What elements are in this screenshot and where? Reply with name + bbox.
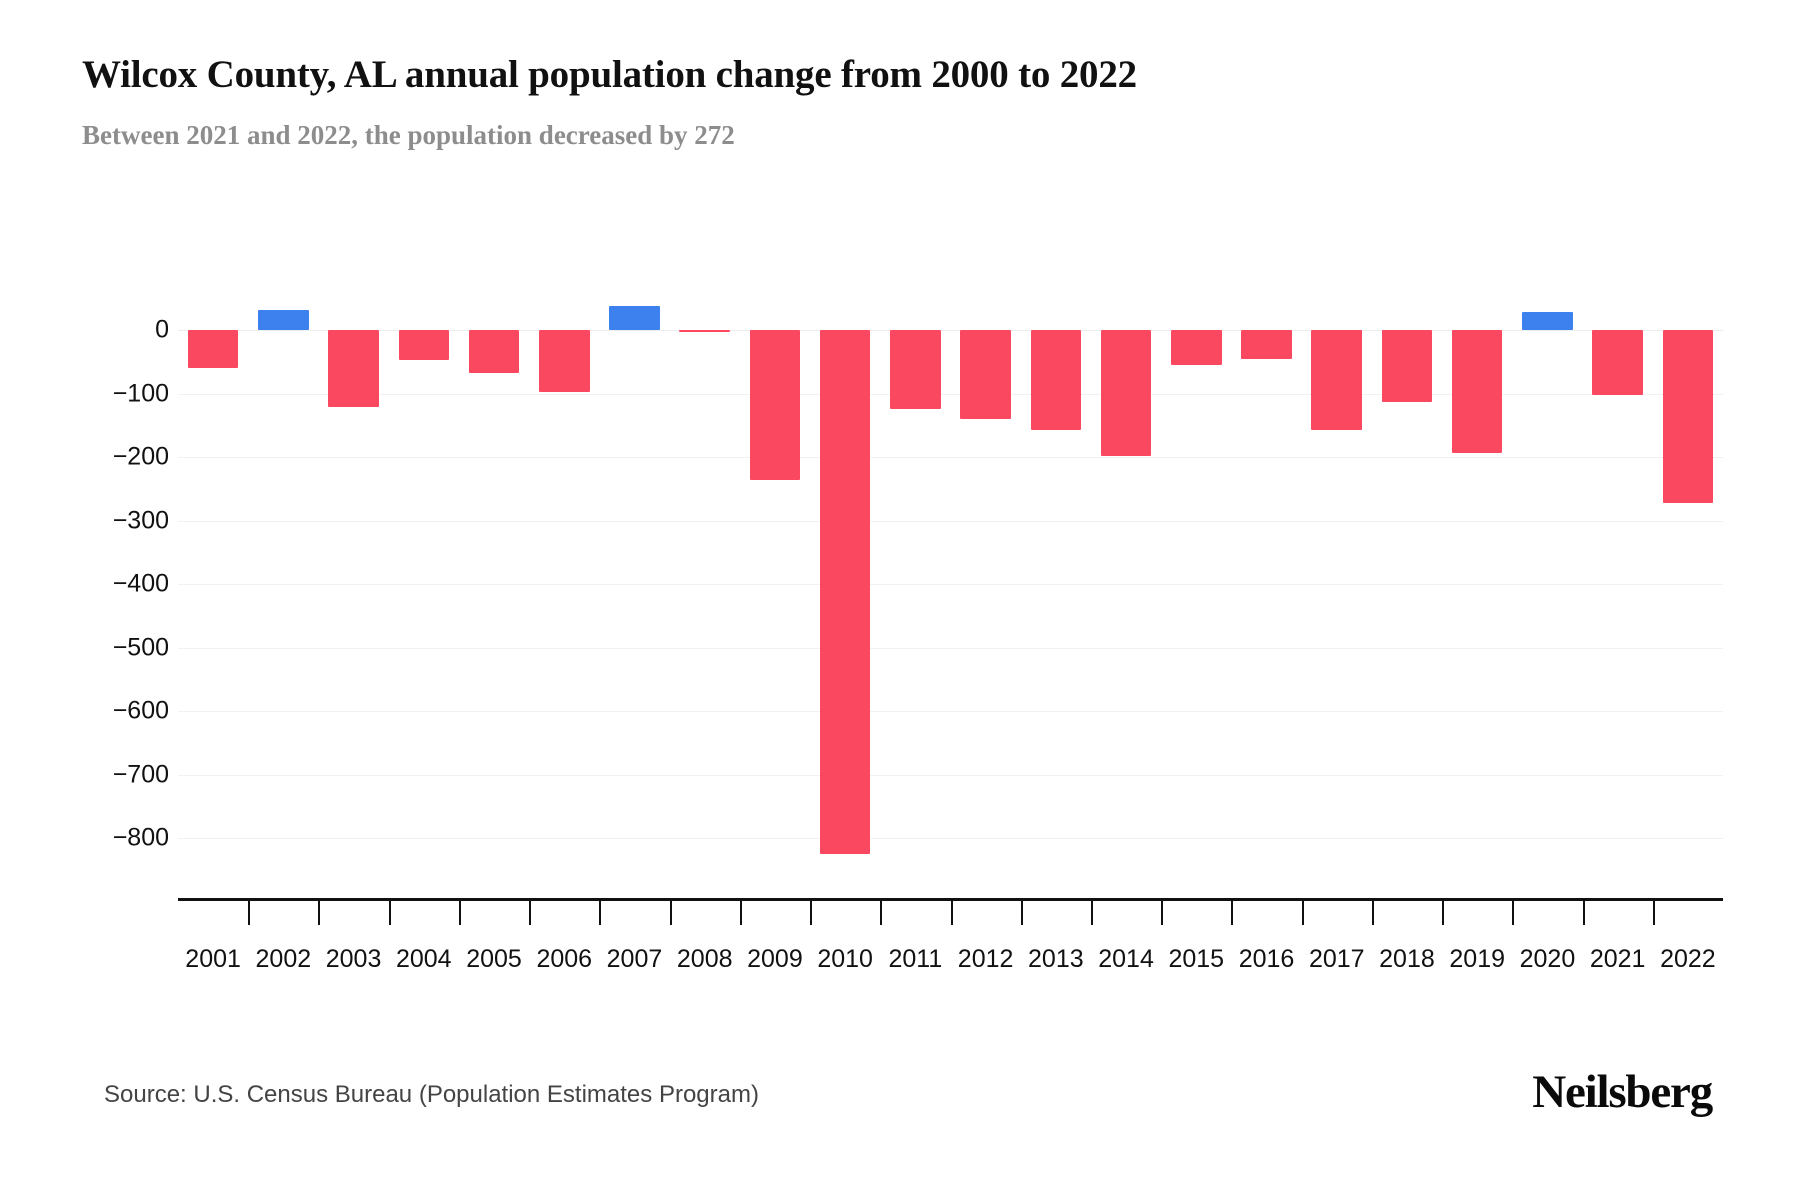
x-axis-label-2021: 2021 [1589, 945, 1646, 973]
x-axis-tick [458, 899, 461, 925]
bar-2006[interactable] [538, 330, 590, 393]
gridline [178, 520, 1723, 522]
bar-2007[interactable] [609, 305, 660, 330]
x-axis-tick [1371, 899, 1374, 925]
bar-2001[interactable] [187, 330, 239, 369]
bar-2013[interactable] [1030, 330, 1082, 431]
x-axis-label-2008: 2008 [676, 945, 733, 973]
bar-2015[interactable] [1171, 330, 1222, 365]
bar-2009[interactable] [749, 330, 801, 481]
x-axis-tick [1231, 899, 1234, 925]
x-axis-tick [1652, 899, 1655, 925]
x-axis-label-2012: 2012 [957, 945, 1014, 973]
x-axis-label-2020: 2020 [1519, 945, 1576, 973]
x-axis-tick [1161, 899, 1164, 925]
bar-2021[interactable] [1592, 330, 1643, 395]
bar-2011[interactable] [890, 330, 941, 410]
gridline [178, 774, 1723, 776]
y-axis-tick-label: −200 [112, 442, 169, 471]
y-axis-tick-label: −400 [112, 569, 169, 598]
x-axis-tick [529, 899, 532, 925]
gridline [178, 457, 1723, 458]
zero-baseline [178, 330, 1723, 331]
gridline [178, 393, 1723, 395]
bar-2022[interactable] [1662, 330, 1714, 503]
x-axis-tick [950, 899, 953, 925]
y-axis-tick-label: −600 [112, 696, 169, 725]
x-axis-tick [669, 899, 672, 925]
x-axis-tick [1020, 899, 1023, 925]
bar-2012[interactable] [960, 330, 1011, 419]
x-axis-label-2016: 2016 [1238, 945, 1295, 973]
x-axis-label-2017: 2017 [1308, 945, 1365, 973]
x-axis-tick [810, 899, 813, 925]
bar-2010[interactable] [819, 330, 871, 854]
x-axis-label-2013: 2013 [1028, 945, 1084, 973]
gridline [178, 584, 1723, 585]
y-axis-tick-label: −800 [112, 823, 169, 852]
x-axis-tick [388, 899, 391, 925]
x-axis-label-2001: 2001 [185, 945, 241, 973]
x-axis-label-2014: 2014 [1098, 945, 1154, 973]
x-axis-label-2018: 2018 [1379, 945, 1435, 973]
bar-2003[interactable] [328, 330, 379, 408]
bar-2020[interactable] [1522, 312, 1573, 330]
bar-2004[interactable] [398, 330, 450, 361]
x-axis-label-2009: 2009 [747, 945, 803, 973]
x-axis-label-2019: 2019 [1449, 945, 1506, 973]
y-axis-tick-label: −300 [112, 506, 169, 534]
bar-2005[interactable] [468, 330, 520, 374]
page-title: Wilcox County, AL annual population chan… [82, 53, 1137, 96]
x-axis-label-2003: 2003 [325, 945, 382, 973]
x-axis-label-2004: 2004 [395, 945, 452, 973]
x-axis-label-2002: 2002 [255, 945, 312, 973]
x-axis-tick [1582, 899, 1585, 925]
x-axis-label-2015: 2015 [1168, 945, 1225, 973]
bar-2016[interactable] [1241, 330, 1292, 359]
source-note: Source: U.S. Census Bureau (Population E… [104, 1081, 759, 1108]
x-axis-tick [739, 899, 742, 925]
gridline [178, 711, 1723, 712]
x-axis-tick [880, 899, 883, 925]
y-axis-tick-label: −500 [112, 633, 169, 661]
x-axis-tick [599, 899, 602, 925]
x-axis-label-2011: 2011 [888, 945, 943, 973]
bar-2019[interactable] [1451, 330, 1503, 453]
x-axis-tick [1442, 899, 1445, 925]
x-axis-tick [1301, 899, 1304, 925]
x-axis-tick [1512, 899, 1515, 925]
x-axis-label-2007: 2007 [606, 945, 663, 973]
page-subtitle: Between 2021 and 2022, the population de… [82, 120, 735, 150]
bar-2002[interactable] [258, 309, 309, 330]
bar-2017[interactable] [1311, 330, 1363, 431]
y-axis-tick-label: −100 [112, 379, 169, 407]
x-axis-tick [1090, 899, 1093, 925]
y-axis-tick-label: −700 [112, 760, 169, 788]
x-axis-label-2022: 2022 [1660, 945, 1716, 973]
x-axis-label-2010: 2010 [817, 945, 873, 973]
x-axis-tick [318, 899, 321, 925]
x-axis-label-2005: 2005 [466, 945, 522, 973]
bar-2014[interactable] [1100, 330, 1152, 456]
bar-2008[interactable] [679, 330, 730, 332]
gridline [178, 647, 1723, 649]
brand-logo: Neilsberg [1532, 1066, 1713, 1118]
x-axis-tick [248, 899, 251, 925]
x-axis-label-2006: 2006 [536, 945, 593, 973]
y-axis-tick-label: 0 [155, 315, 169, 344]
bar-2018[interactable] [1381, 330, 1433, 402]
gridline [178, 838, 1723, 839]
